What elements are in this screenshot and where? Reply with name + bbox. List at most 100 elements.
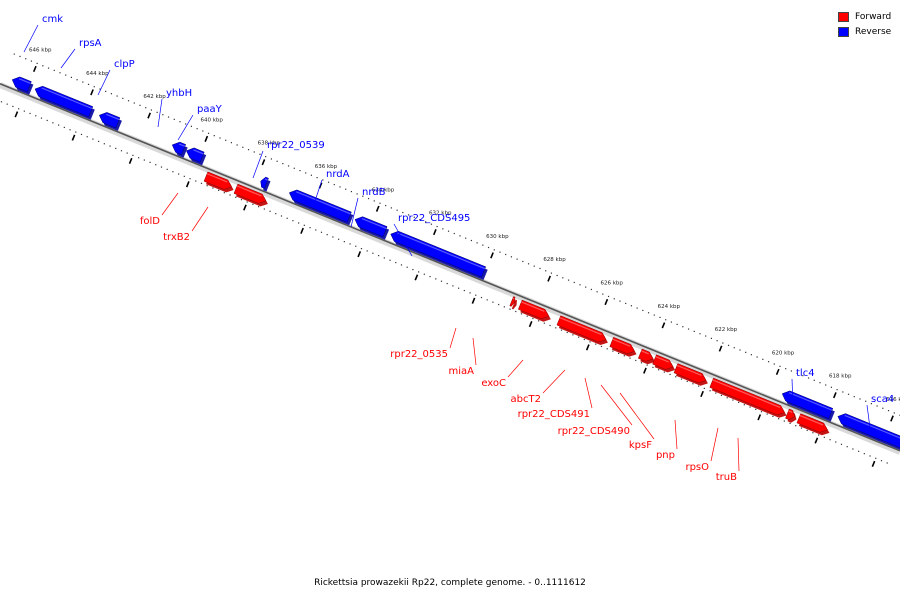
major-tick-top: [718, 345, 723, 352]
tick-dot: [853, 396, 855, 398]
tick-dot: [263, 208, 265, 210]
tick-dot: [42, 65, 44, 67]
tick-dot: [880, 460, 883, 462]
gene-label-folD: folD: [140, 216, 160, 227]
major-tick-bottom: [185, 181, 190, 188]
tick-dot: [882, 407, 884, 409]
gene-highlight: [264, 178, 268, 181]
major-tick-bottom: [814, 437, 819, 444]
major-tick-top: [90, 89, 94, 96]
tick-dot: [692, 383, 694, 385]
gene-truB: [796, 413, 830, 436]
tick-dot: [830, 386, 833, 388]
tick-dot: [480, 296, 483, 299]
tick-dot: [139, 104, 141, 106]
tick-dot: [355, 245, 357, 247]
gene-body: [509, 296, 516, 307]
tick-dot: [847, 393, 850, 395]
gene-leader-pnp: [674, 419, 678, 450]
gene-leader-rpsO: [710, 427, 719, 462]
tick-label: 634 kbp: [372, 187, 395, 193]
tick-dot: [413, 216, 415, 218]
tick-dot: [396, 209, 398, 211]
major-tick-top: [375, 205, 380, 212]
tick-dot: [292, 220, 294, 222]
tick-dot: [25, 58, 27, 60]
tick-dot: [778, 418, 780, 420]
tick-dot: [19, 55, 21, 58]
tick-dots: [0, 53, 900, 464]
tick-dot: [235, 196, 237, 198]
major-tick-bottom: [871, 460, 876, 467]
tick-dot: [47, 67, 50, 69]
tick-dot: [772, 415, 774, 417]
tick-dot: [532, 317, 534, 320]
gene-rpr22_0535: [509, 296, 517, 310]
tick-dot: [716, 340, 718, 342]
tick-dot: [527, 263, 530, 265]
tick-dot: [807, 377, 810, 379]
tick-dot: [240, 199, 243, 201]
tick-dot: [35, 115, 37, 117]
gene-body: [556, 315, 607, 343]
major-tick-top: [32, 65, 37, 73]
tick-dot: [423, 273, 425, 275]
tick-dot: [172, 171, 174, 173]
gene-pnp: [709, 377, 787, 418]
tick-dot: [802, 375, 804, 377]
tick-dot: [265, 156, 267, 158]
major-tick-top: [775, 368, 780, 375]
tick-dot: [596, 291, 598, 293]
tick-dot: [463, 289, 465, 292]
tick-dot: [779, 365, 781, 367]
gene-highlight: [361, 217, 387, 230]
tick-marks: 646 kbp 644 kbp 642 kbp 640 kbp 638 kbp 636 k…: [14, 47, 900, 467]
tick-dot: [738, 401, 740, 403]
gene-highlight: [236, 185, 262, 197]
gene-leader-miaA: [472, 337, 477, 366]
legend-reverse-label: Reverse: [855, 26, 892, 37]
major-tick-top: [890, 415, 894, 422]
gene-leader-truB: [737, 437, 740, 472]
tick-dot: [402, 211, 404, 214]
tick-dot: [407, 214, 410, 216]
gene-body: [390, 230, 487, 278]
tick-dot: [789, 422, 791, 424]
tick-dot: [590, 288, 593, 291]
gene-leader-trxB2: [191, 206, 209, 232]
gene-highlight: [844, 414, 900, 439]
tick-label: 626 kbp: [600, 280, 623, 286]
tick-dot: [446, 282, 448, 285]
tick-dot: [520, 313, 523, 315]
tick-label: 636 kbp: [315, 164, 338, 170]
gene-leader-cmk: [23, 24, 39, 53]
legend-reverse: Reverse: [838, 24, 891, 39]
tick-label: 638 kbp: [258, 141, 281, 147]
major-tick-top: [604, 298, 609, 306]
tick-dot: [813, 379, 815, 381]
tick-label: 628 kbp: [543, 257, 566, 263]
tick-dot: [486, 299, 488, 301]
tick-dot: [258, 206, 260, 208]
tick-label: 622 kbp: [715, 327, 738, 333]
tick-dot: [653, 314, 655, 316]
tick-dot: [378, 254, 380, 257]
tick-dot: [138, 157, 140, 159]
tick-dot: [699, 333, 701, 335]
gene-leader-folD: [161, 192, 179, 216]
tick-dot: [550, 272, 553, 274]
tick-dot: [23, 110, 25, 112]
tick-dot: [572, 334, 574, 336]
tick-dot: [360, 248, 363, 250]
tick-dot: [259, 153, 261, 155]
tick-dot: [305, 172, 307, 174]
tick-dot: [385, 204, 387, 207]
tick-label: 620 kbp: [772, 350, 795, 356]
tick-dot: [98, 140, 100, 143]
gene-body: [637, 348, 654, 362]
tick-dot: [893, 412, 895, 414]
tick-dot: [618, 352, 620, 355]
tick-dot: [749, 406, 751, 408]
tick-dot: [663, 371, 665, 373]
